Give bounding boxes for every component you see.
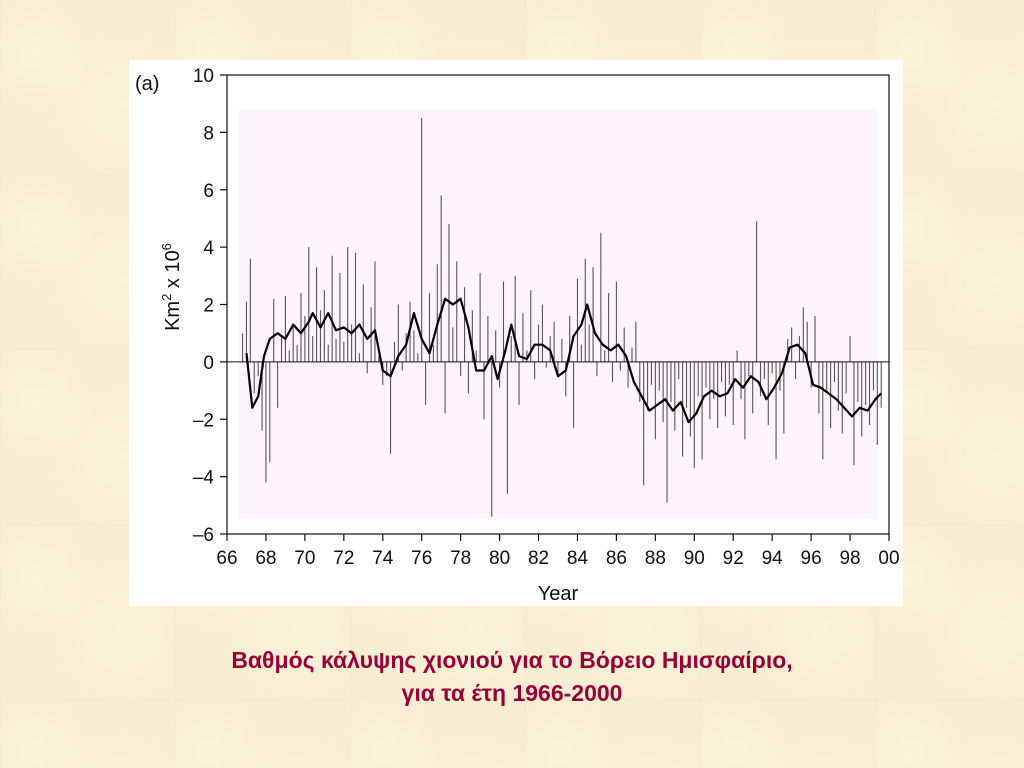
x-tick-label: 88 bbox=[645, 548, 666, 569]
y-tick-label: 8 bbox=[203, 123, 214, 144]
x-tick-label: 66 bbox=[216, 548, 237, 569]
x-tick-label: 90 bbox=[684, 548, 705, 569]
y-tick-label: 0 bbox=[203, 353, 214, 374]
x-tick-label: 86 bbox=[606, 548, 627, 569]
y-title-sup2: 6 bbox=[159, 243, 174, 250]
smoothed-line bbox=[245, 297, 882, 424]
x-tick-label: 72 bbox=[333, 548, 354, 569]
y-tick-label: 10 bbox=[193, 66, 214, 87]
x-tick-label: 92 bbox=[723, 548, 744, 569]
y-tick-label: 6 bbox=[203, 181, 214, 202]
x-tick-label: 68 bbox=[255, 548, 276, 569]
y-title-base: Km bbox=[162, 301, 184, 331]
x-tick-label: 74 bbox=[372, 548, 394, 569]
x-tick-label: 76 bbox=[411, 548, 432, 569]
x-tick-label: 00 bbox=[878, 548, 899, 569]
y-tick-label: –6 bbox=[193, 525, 214, 546]
x-tick-label: 94 bbox=[762, 548, 784, 569]
panel-label: (a) bbox=[135, 73, 159, 95]
x-tick-label: 98 bbox=[839, 548, 860, 569]
x-axis: 66 68 70 72 74 76 78 80 82 84 86 88 90 92 94 96 98 00 bbox=[216, 534, 900, 569]
x-tick-label: 82 bbox=[528, 548, 549, 569]
y-tick-label: –2 bbox=[193, 410, 214, 431]
x-tick-label: 78 bbox=[450, 548, 471, 569]
y-tick-label: 4 bbox=[203, 238, 214, 259]
x-tick-label: 96 bbox=[801, 548, 822, 569]
x-tick-label: 80 bbox=[489, 548, 510, 569]
caption: Βαθμός κάλυψης χιονιού για το Βόρειο Ημι… bbox=[0, 644, 1024, 710]
x-axis-title: Year bbox=[538, 583, 579, 605]
y-title-sup1: 2 bbox=[159, 294, 174, 301]
plot-background bbox=[239, 109, 877, 520]
y-axis-title: Km2 x 106 bbox=[159, 243, 184, 331]
y-title-mid: x 10 bbox=[162, 250, 184, 293]
caption-line-2: για τα έτη 1966-2000 bbox=[401, 680, 623, 706]
x-tick-label: 84 bbox=[567, 548, 589, 569]
caption-line-1: Βαθμός κάλυψης χιονιού για το Βόρειο Ημι… bbox=[231, 647, 793, 673]
x-tick-label: 70 bbox=[294, 548, 315, 569]
chart-panel: 10 8 6 4 2 0 –2 –4 –6 66 68 70 72 74 76 78 80 82 84 86 88 90… bbox=[129, 60, 903, 606]
y-axis: 10 8 6 4 2 0 –2 –4 –6 bbox=[193, 66, 227, 546]
y-tick-label: 2 bbox=[203, 296, 214, 317]
y-tick-label: –4 bbox=[193, 468, 215, 489]
